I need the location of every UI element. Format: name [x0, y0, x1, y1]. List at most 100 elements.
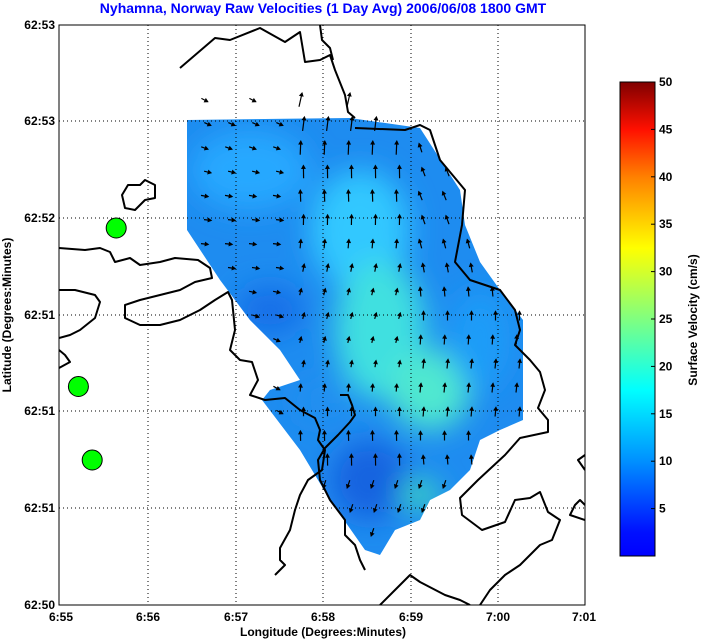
colorbar-tick-label: 25: [659, 312, 673, 326]
velocity-arrowhead: [441, 238, 447, 244]
velocity-arrowhead: [276, 193, 282, 199]
velocity-arrowhead: [298, 189, 303, 194]
coastline: [59, 25, 585, 605]
y-tick-label: 62:53: [24, 114, 55, 128]
velocity-arrowhead: [301, 359, 306, 365]
velocity-arrowhead: [298, 238, 304, 244]
velocity-arrowhead: [394, 287, 399, 293]
velocity-arrowhead: [489, 286, 495, 292]
velocity-arrowhead: [275, 386, 281, 391]
velocity-arrowhead: [370, 383, 375, 388]
velocity-arrowhead: [373, 311, 378, 317]
velocity-arrowhead: [466, 430, 472, 435]
velocity-arrowhead: [517, 310, 522, 315]
velocity-arrowhead: [251, 97, 257, 103]
velocity-arrowhead: [517, 358, 523, 364]
chart-title: Nyhamna, Norway Raw Velocities (1 Day Av…: [100, 0, 547, 16]
velocity-arrowhead: [417, 142, 423, 148]
velocity-arrowhead: [397, 213, 403, 219]
velocity-arrowhead: [345, 429, 351, 435]
velocity-arrowhead: [228, 241, 234, 247]
velocity-arrowhead: [321, 429, 327, 435]
velocity-arrowhead: [346, 238, 352, 244]
velocity-arrowhead: [420, 262, 426, 268]
velocity-arrowhead: [301, 213, 307, 219]
velocity-arrowhead: [322, 287, 327, 293]
velocity-arrowhead: [466, 382, 472, 388]
velocity-arrowhead: [322, 189, 327, 194]
velocity-arrowhead: [445, 358, 451, 364]
velocity-arrowhead: [469, 310, 474, 315]
velocity-arrowhead: [325, 213, 331, 219]
velocity-arrowhead: [324, 453, 330, 458]
velocity-arrowhead: [230, 121, 236, 127]
velocity-arrowhead: [373, 263, 378, 268]
velocity-arrowhead: [441, 190, 447, 196]
velocity-arrowhead: [372, 453, 378, 458]
velocity-arrowhead: [297, 429, 303, 435]
velocity-arrowhead: [349, 115, 355, 121]
velocity-arrowhead: [493, 310, 498, 315]
velocity-arrowhead: [493, 358, 499, 364]
x-tick-label: 6:58: [311, 610, 335, 624]
colorbar-tick-label: 40: [659, 170, 673, 184]
velocity-arrowhead: [417, 286, 423, 292]
velocity-arrowhead: [394, 140, 400, 145]
colorbar-tick-label: 15: [659, 407, 673, 421]
velocity-arrowhead: [251, 145, 257, 151]
velocity-arrowhead: [231, 265, 237, 271]
velocity-arrowhead: [301, 115, 307, 121]
velocity-arrowhead: [397, 263, 402, 268]
velocity-arrowhead: [301, 263, 306, 268]
velocity-arrowhead: [397, 406, 402, 411]
velocity-arrowhead: [255, 169, 261, 175]
velocity-arrowhead: [397, 311, 402, 317]
y-tick-label: 62:51: [24, 501, 55, 515]
velocity-arrowhead: [349, 406, 354, 411]
velocity-arrowhead: [278, 409, 284, 415]
velocity-arrowhead: [301, 406, 306, 411]
velocity-arrowhead: [321, 483, 327, 489]
velocity-arrowhead: [252, 289, 258, 295]
velocity-arrowhead: [421, 406, 427, 412]
velocity-arrowhead: [441, 483, 447, 489]
velocity-arrowhead: [322, 383, 327, 388]
radar-sites: [67, 217, 127, 471]
velocity-arrowhead: [349, 359, 354, 365]
velocity-arrowhead: [203, 145, 209, 151]
velocity-arrowhead: [322, 238, 328, 244]
colorbar: 5 10 15 20 25 30 35 40 45 50 Surface Velocity (cm…: [619, 75, 700, 557]
velocity-arrowhead: [420, 214, 426, 220]
colorbar-tick-label: 5: [659, 502, 666, 516]
velocity-arrowhead: [279, 217, 285, 223]
velocity-arrowhead: [278, 121, 284, 127]
velocity-arrowhead: [393, 429, 399, 435]
velocity-arrowhead: [254, 121, 260, 127]
velocity-arrowhead: [420, 166, 426, 172]
velocity-arrowhead: [203, 97, 209, 103]
velocity-arrowhead: [445, 406, 451, 412]
velocity-arrowhead: [417, 483, 423, 489]
velocity-arrowhead: [396, 507, 402, 513]
velocity-arrowhead: [298, 335, 303, 341]
velocity-arrowhead: [417, 190, 423, 196]
y-tick-label: 62:52: [24, 211, 55, 225]
colorbar-tick-label: 20: [659, 359, 673, 373]
velocity-arrowhead: [420, 507, 426, 513]
colorbar-ticks: 5 10 15 20 25 30 35 40 45 50: [651, 75, 673, 516]
y-tick-label: 62:51: [24, 404, 55, 418]
velocity-arrowhead: [373, 115, 379, 121]
velocity-arrowhead: [345, 483, 351, 489]
velocity-arrowhead: [465, 286, 471, 292]
x-tick-label: 6:56: [136, 610, 160, 624]
velocity-arrowhead: [465, 238, 471, 244]
velocity-arrowhead: [325, 359, 330, 365]
velocity-arrowhead: [204, 241, 210, 247]
velocity-arrowhead: [370, 140, 376, 145]
velocity-arrowhead: [493, 406, 499, 412]
velocity-arrowhead: [418, 334, 424, 339]
radar-site-marker: [81, 449, 103, 471]
velocity-arrowhead: [348, 507, 354, 513]
velocity-arrowhead: [369, 483, 375, 489]
